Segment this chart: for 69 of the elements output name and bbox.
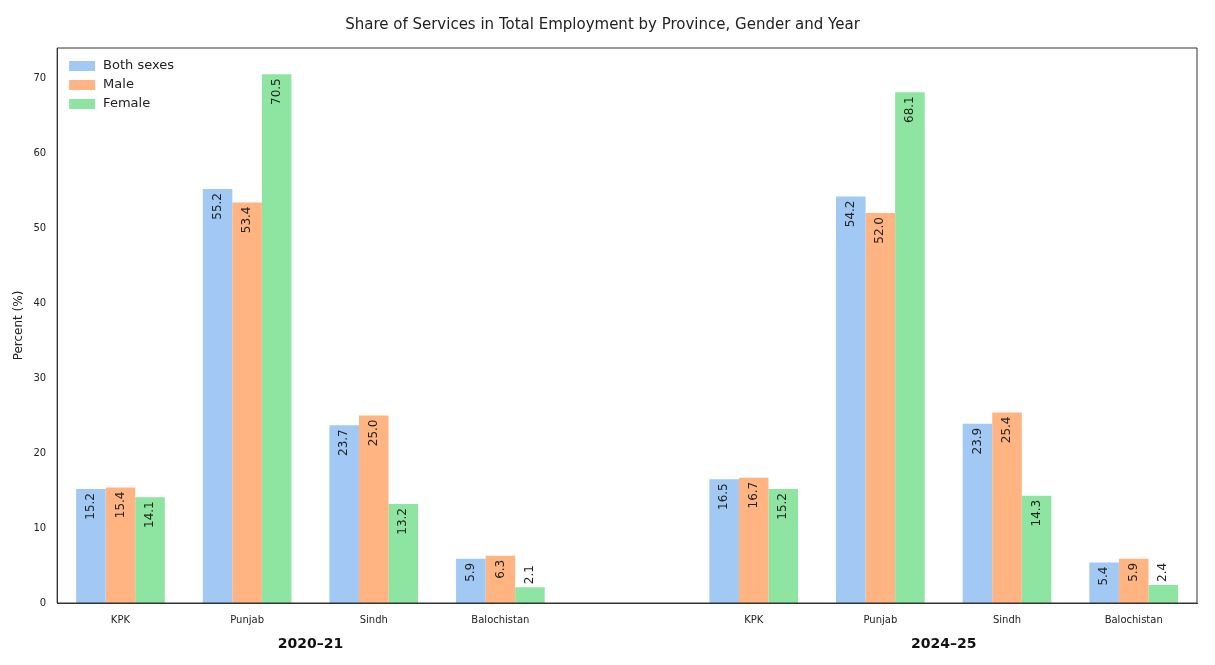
- bar: [768, 489, 799, 603]
- bar: [709, 479, 739, 603]
- bar: [515, 587, 545, 603]
- legend-label: Male: [103, 76, 134, 92]
- data-label: 2.4: [1155, 562, 1170, 582]
- data-label: 25.4: [999, 416, 1014, 444]
- data-label: 53.4: [239, 206, 254, 234]
- bar: [261, 74, 292, 603]
- bar: [1089, 562, 1119, 603]
- x-tick-label: Punjab: [230, 613, 264, 625]
- data-label: 16.5: [716, 483, 731, 510]
- data-label: 70.5: [268, 78, 283, 105]
- y-tick-label: 0: [39, 596, 47, 608]
- y-tick-label: 20: [33, 446, 47, 458]
- data-label: 68.1: [902, 96, 917, 123]
- x-tick-label: Sindh: [359, 613, 388, 625]
- data-label: 5.9: [462, 562, 477, 582]
- x-tick-label: Balochistan: [471, 613, 530, 625]
- y-tick-label: 10: [33, 521, 47, 533]
- data-label: 5.9: [1125, 562, 1140, 582]
- x-tick-label: Punjab: [863, 613, 898, 625]
- legend-label: Female: [103, 95, 151, 111]
- bar: [358, 415, 389, 603]
- y-tick-label: 50: [33, 221, 47, 233]
- y-tick-label: 30: [33, 371, 47, 383]
- x-tick-label: KPK: [110, 613, 131, 625]
- text: 2024–25: [910, 634, 977, 651]
- x-tick-label: KPK: [744, 613, 764, 625]
- data-label: 15.2: [83, 493, 98, 520]
- data-label: 14.3: [1028, 499, 1043, 527]
- x-tick-label: Balochistan: [1104, 613, 1163, 625]
- data-label: 2.1: [522, 565, 537, 585]
- data-label: 25.0: [365, 419, 380, 447]
- text: 2020–21: [277, 634, 344, 651]
- data-label: 6.3: [492, 559, 507, 579]
- data-label: 13.2: [395, 508, 410, 535]
- chart-title: Share of Services in Total Employment by Province, Gender and Year: [345, 14, 861, 33]
- bar: [135, 497, 165, 603]
- bar: [992, 412, 1022, 603]
- bar: [895, 92, 925, 603]
- data-label: 16.7: [745, 481, 760, 509]
- y-axis-title: Percent (%): [11, 290, 26, 361]
- data-label: 55.2: [209, 193, 224, 220]
- bar: [232, 202, 262, 603]
- data-label: 14.1: [142, 501, 157, 528]
- data-label: 15.2: [775, 493, 790, 520]
- data-label: 54.2: [842, 200, 857, 228]
- y-tick-label: 40: [33, 296, 47, 308]
- bar: [76, 489, 106, 603]
- y-tick-label: 60: [33, 146, 47, 158]
- bar: [836, 196, 866, 603]
- data-label: 52.0: [872, 217, 887, 244]
- y-tick-label: 70: [33, 71, 47, 83]
- bar: [329, 425, 359, 603]
- x-tick-label: Sindh: [992, 613, 1022, 625]
- data-label: 5.4: [1096, 566, 1111, 586]
- bar: [456, 558, 486, 603]
- bar: [105, 487, 136, 603]
- bar: [1148, 585, 1178, 603]
- data-label: 23.7: [336, 429, 351, 456]
- bar: [388, 504, 419, 603]
- bar: [1021, 495, 1052, 603]
- bar: [962, 423, 993, 603]
- data-label: 15.4: [112, 491, 127, 519]
- bar: [865, 213, 896, 603]
- bar: [202, 189, 233, 603]
- data-label: 23.9: [969, 427, 984, 455]
- legend-label: Both sexes: [103, 57, 175, 73]
- bar: [738, 477, 769, 603]
